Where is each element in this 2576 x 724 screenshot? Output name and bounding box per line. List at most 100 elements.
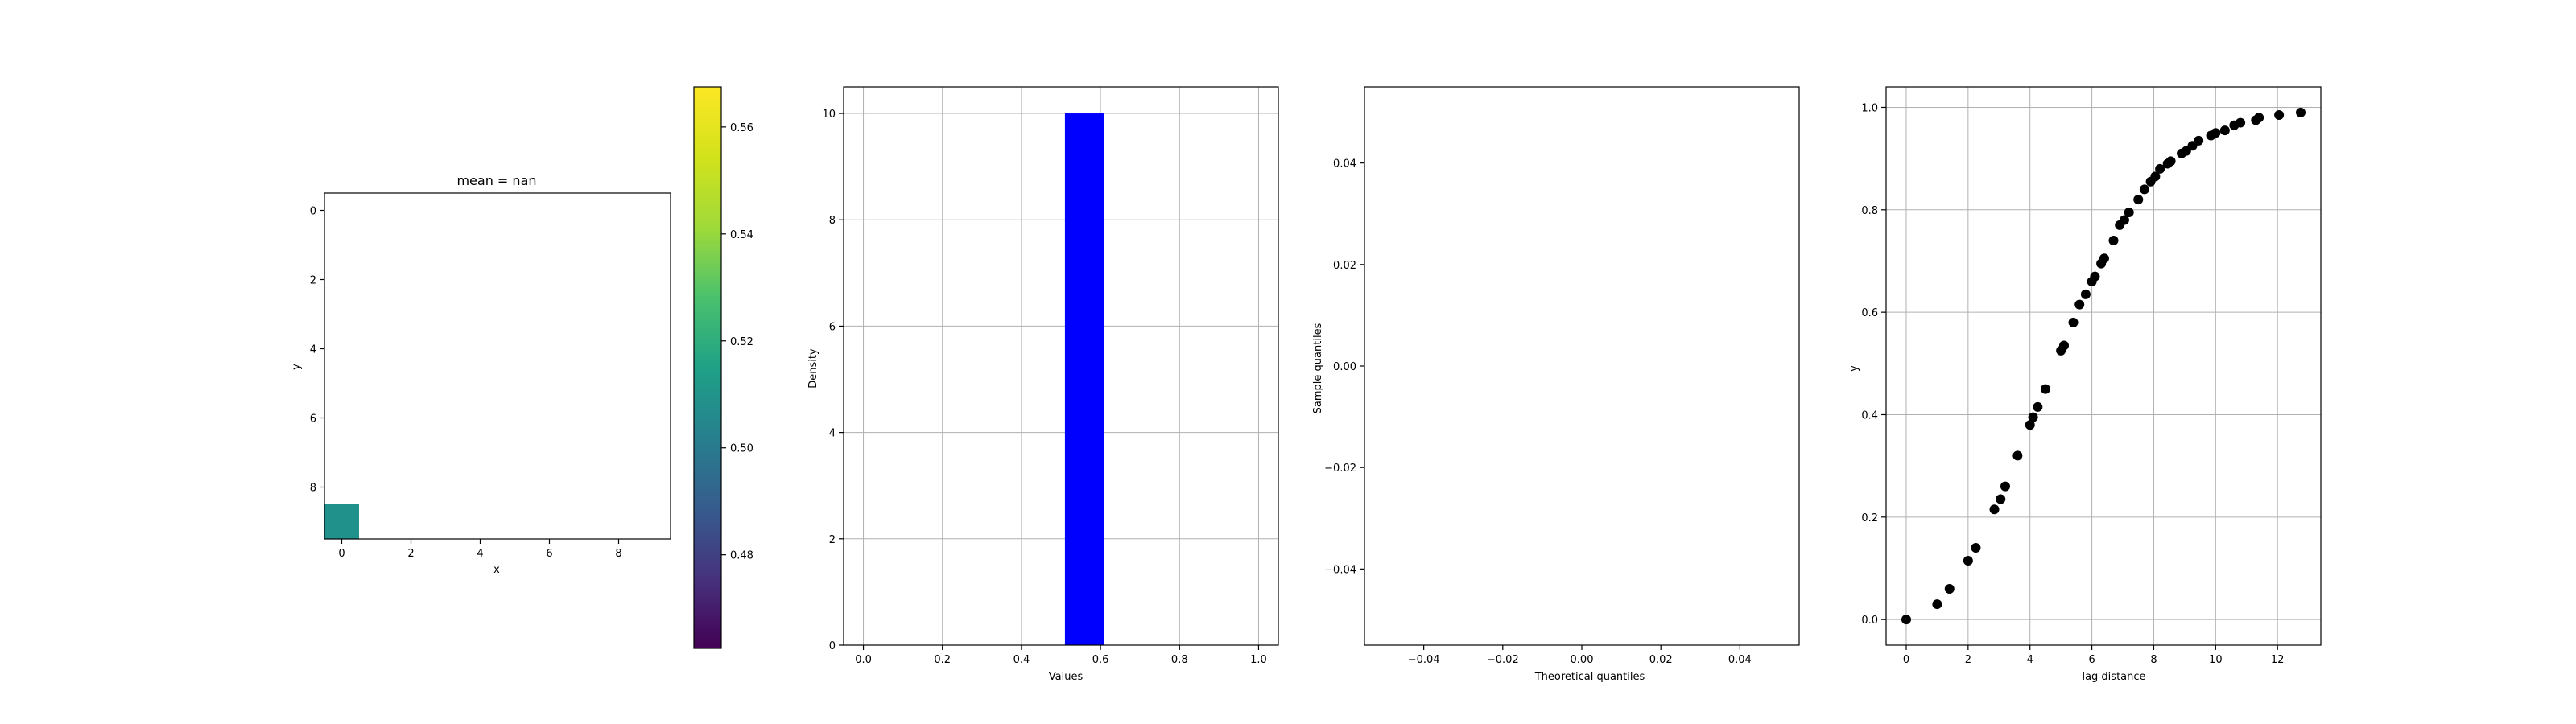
histogram-y-tick-label: 10 [822, 109, 836, 121]
qq-x-ticks: −0.04 −0.02 0.00 0.02 0.04 [1408, 645, 1752, 666]
histogram-axes-frame [843, 86, 1279, 646]
heatmap-cell [324, 504, 359, 539]
colorbar-tick-label: 0.48 [730, 550, 753, 562]
colorbar-tick-label: 0.56 [730, 122, 753, 134]
colorbar-tick-label: 0.50 [730, 443, 753, 455]
heatmap-x-tick-label: 4 [477, 548, 483, 560]
qq-y-tick-label: 0.02 [1333, 260, 1356, 272]
colorbar-tick-label: 0.54 [730, 229, 753, 241]
qq-y-tick-label: −0.04 [1324, 564, 1356, 576]
heatmap-y-tick-label: 8 [310, 483, 316, 495]
variogram-points [1901, 107, 2306, 625]
variogram-y-tick-label: 0.4 [1861, 409, 1878, 422]
qq-x-tick-label: −0.02 [1487, 654, 1519, 666]
variogram-x-tick-label: 8 [2150, 654, 2157, 666]
variogram-y-tick-label: 1.0 [1861, 102, 1878, 114]
qq-y-ticks: −0.04 −0.02 0.00 0.02 0.04 [1324, 158, 1364, 576]
variogram-x-tick-label: 6 [2088, 654, 2095, 666]
histogram-y-tick-label: 2 [829, 534, 836, 546]
colorbar-ticks: 0.48 0.50 0.52 0.54 0.56 [721, 122, 753, 562]
variogram-y-label: y [1848, 365, 1860, 372]
variogram-x-tick-label: 0 [1903, 654, 1909, 666]
heatmap-y-tick-label: 4 [310, 344, 316, 356]
variogram-y-tick-label: 0.2 [1861, 512, 1878, 524]
variogram-x-tick-label: 12 [2271, 654, 2285, 666]
variogram-axes-frame [1885, 86, 2322, 646]
variogram-panel: 0 2 4 6 8 10 12 0.0 0.2 0.4 0.6 0.8 1.0 lag distanc… [1848, 86, 2322, 683]
qq-x-tick-label: 0.04 [1728, 654, 1752, 666]
heatmap-y-tick-label: 2 [310, 275, 316, 287]
colorbar-tick-label: 0.52 [730, 336, 753, 348]
variogram-y-tick-label: 0.6 [1861, 307, 1878, 319]
heatmap-x-label: x [493, 564, 500, 576]
variogram-x-label: lag distance [2082, 671, 2145, 683]
variogram-point [2013, 450, 2023, 461]
qq-plot-panel: −0.04 −0.02 0.00 0.02 0.04 −0.04 −0.02 0.00 0.0… [1312, 86, 1800, 683]
histogram-y-label: Density [807, 348, 819, 389]
colorbar: 0.48 0.50 0.52 0.54 0.56 [693, 86, 753, 649]
variogram-point [2274, 110, 2285, 121]
heatmap-x-tick-label: 6 [546, 548, 552, 560]
variogram-point [2058, 340, 2069, 351]
variogram-point [1971, 543, 1981, 553]
qq-x-tick-label: 0.02 [1649, 654, 1673, 666]
heatmap-y-tick-label: 6 [310, 413, 316, 426]
variogram-x-tick-label: 2 [1965, 654, 1971, 666]
variogram-point [2165, 156, 2176, 167]
variogram-point [2080, 289, 2091, 299]
histogram-y-tick-label: 6 [829, 321, 836, 333]
variogram-point [2033, 401, 2043, 412]
variogram-point [2068, 317, 2079, 327]
heatmap-x-tick-label: 8 [615, 548, 621, 560]
variogram-point [1932, 599, 1942, 610]
variogram-point [2099, 253, 2109, 264]
variogram-point [2296, 107, 2306, 117]
histogram-y-ticks: 0 2 4 6 8 10 [822, 109, 844, 652]
variogram-point [2074, 299, 2085, 310]
qq-x-tick-label: −0.04 [1408, 654, 1440, 666]
variogram-y-tick-label: 0.0 [1861, 615, 1878, 627]
histogram-x-label: Values [1049, 671, 1084, 683]
qq-y-tick-label: −0.02 [1324, 463, 1356, 475]
variogram-point [2000, 481, 2010, 492]
histogram-x-tick-label: 0.4 [1013, 654, 1030, 666]
heatmap-cells [324, 504, 359, 539]
histogram-x-tick-label: 0.2 [934, 654, 951, 666]
qq-y-tick-label: 0.00 [1333, 361, 1356, 373]
variogram-point [2028, 412, 2038, 422]
histogram-x-ticks: 0.0 0.2 0.4 0.6 0.8 1.0 [855, 645, 1267, 666]
variogram-point [2150, 171, 2161, 182]
variogram-point [2040, 384, 2050, 394]
heatmap-y-ticks: 0 2 4 6 8 [310, 206, 324, 495]
variogram-point [1963, 555, 1973, 566]
variogram-point [2025, 420, 2035, 430]
qq-y-tick-label: 0.04 [1333, 158, 1356, 171]
variogram-point [2211, 128, 2221, 138]
heatmap-panel: mean = nan 0 2 4 6 8 0 2 4 6 8 x y [291, 173, 671, 576]
histogram-x-tick-label: 0.6 [1092, 654, 1109, 666]
variogram-y-tick-label: 0.8 [1861, 205, 1878, 217]
heatmap-y-label: y [291, 364, 303, 370]
variogram-point [2219, 125, 2230, 136]
qq-y-label: Sample quantiles [1312, 323, 1324, 413]
variogram-point [2108, 236, 2119, 246]
variogram-point [1989, 504, 2000, 515]
variogram-point [2133, 195, 2144, 205]
variogram-x-ticks: 0 2 4 6 8 10 12 [1903, 645, 2285, 666]
histogram-y-tick-label: 0 [829, 640, 836, 652]
qq-axes-frame [1364, 86, 1800, 646]
qq-x-label: Theoretical quantiles [1534, 671, 1645, 683]
variogram-x-tick-label: 10 [2209, 654, 2223, 666]
variogram-point [1996, 494, 2006, 504]
histogram-x-tick-label: 0.0 [855, 654, 872, 666]
variogram-point [2139, 184, 2149, 195]
variogram-point [2119, 215, 2129, 225]
histogram-bar [1064, 113, 1104, 646]
variogram-point [1901, 615, 1911, 625]
variogram-point [2124, 207, 2134, 217]
heatmap-axes-frame [324, 192, 671, 540]
variogram-grid [1886, 87, 2321, 645]
histogram-x-tick-label: 0.8 [1171, 654, 1188, 666]
